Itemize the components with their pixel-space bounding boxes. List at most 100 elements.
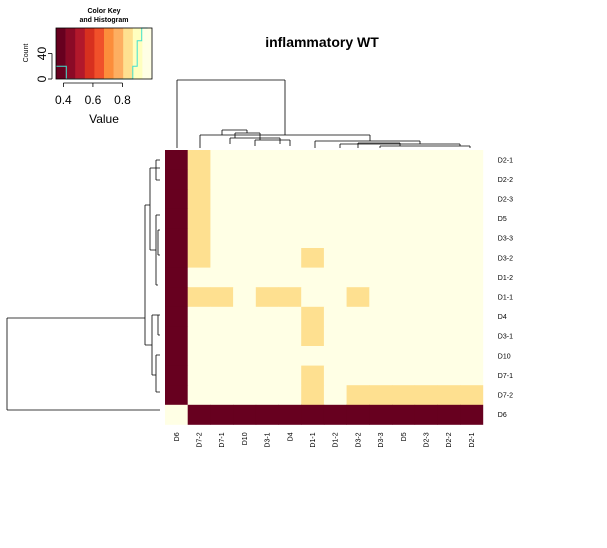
- heatmap-cell-D2-3-D2-3: [414, 189, 438, 210]
- heatmap-cell-D3-1-D1-2: [323, 326, 347, 347]
- heatmap-cell-D3-1-D2-3: [414, 326, 438, 347]
- column-label-D6: D6: [174, 432, 181, 441]
- row-dendrogram-branch: [6, 317, 160, 411]
- color-key-band: [104, 28, 114, 79]
- heatmap-cell-D10-D4: [278, 346, 302, 366]
- heatmap-cell-D7-1-D7-1: [210, 365, 234, 386]
- heatmap-cell-D6-D2-3: [414, 404, 438, 425]
- heatmap-cell-D6-D4: [278, 404, 302, 425]
- heatmap-cell-D3-1-D2-2: [437, 326, 461, 347]
- heatmap-cell-D2-3-D7-1: [210, 189, 234, 210]
- color-key-x-tick-label: 0.6: [85, 93, 102, 107]
- heatmap-cell-D4-D4: [278, 306, 302, 327]
- color-key-band: [75, 28, 86, 79]
- heatmap-cell-D7-2-D7-1: [210, 385, 234, 406]
- heatmap-cell-D1-1-D3-1: [255, 287, 279, 308]
- heatmap-cell-D2-2-D6: [165, 169, 189, 190]
- column-dendrogram-branch: [229, 137, 281, 144]
- heatmap-cell-D1-2-D2-1: [460, 267, 484, 288]
- color-key-histogram: [56, 27, 148, 80]
- row-dendrogram-branch: [149, 167, 160, 251]
- row-dendrogram-branch: [155, 159, 160, 181]
- heatmap-cell-D7-2-D7-2: [187, 385, 211, 406]
- heatmap-cell-D5-D3-2: [346, 208, 370, 229]
- heatmap-cell-D1-1-D2-3: [414, 287, 438, 308]
- column-dendrogram-branch: [254, 139, 291, 146]
- color-key-band: [123, 28, 134, 79]
- color-key-y-tick-label: 0: [35, 75, 49, 82]
- heatmap-cell-D2-3-D3-2: [346, 189, 370, 210]
- color-key-y-axis: 0 40: [35, 47, 53, 82]
- heatmap-cell-D3-1-D3-3: [369, 326, 393, 347]
- color-key-x-tick-label: 0.4: [55, 93, 72, 107]
- heatmap-cell-D10-D2-1: [460, 346, 484, 366]
- row-dendrogram-branch: [157, 229, 160, 256]
- color-key-band: [113, 28, 124, 79]
- heatmap-cell-D4-D1-2: [323, 306, 347, 327]
- heatmap-cell-D2-3-D2-2: [437, 189, 461, 210]
- color-key-xlabel: Value: [89, 112, 119, 126]
- column-label-D1-1: D1-1: [310, 432, 317, 447]
- heatmap-cell-D7-2-D6: [165, 385, 189, 406]
- heatmap-cell-D3-1-D4: [278, 326, 302, 347]
- column-label-D2-3: D2-3: [424, 432, 431, 447]
- heatmap-cell-D2-1-D2-3: [414, 150, 438, 170]
- row-label-D1-2: D1-2: [498, 275, 513, 282]
- heatmap-cell-D7-1-D5: [392, 365, 416, 386]
- heatmap-cell-D2-3-D1-2: [323, 189, 347, 210]
- heatmap-cell-D2-3-D2-1: [460, 189, 484, 210]
- heatmap-cell-D2-2-D7-1: [210, 169, 234, 190]
- heatmap-cell-D7-1-D10: [233, 365, 257, 386]
- color-key-x-tick-label: 0.8: [114, 93, 131, 107]
- row-dendrogram-branch: [155, 354, 160, 393]
- heatmap-cell-D10-D3-1: [255, 346, 279, 366]
- heatmap-cell-D1-2-D10: [233, 267, 257, 288]
- heatmap-cell-D2-3-D6: [165, 189, 189, 210]
- heatmap-cell-D7-2-D3-1: [255, 385, 279, 406]
- row-dendrogram-branch: [144, 204, 152, 346]
- column-label-D4: D4: [287, 432, 294, 441]
- row-label-D3-1: D3-1: [498, 334, 513, 341]
- heatmap-cell-D3-3-D5: [392, 228, 416, 249]
- color-key-x-axis: 0.4 0.6 0.8: [55, 82, 131, 107]
- heatmap-cell-D10-D7-2: [187, 346, 211, 366]
- heatmap-cell-D4-D5: [392, 306, 416, 327]
- heatmap-cell-D6-D6: [165, 404, 189, 425]
- column-dendrogram-branch: [314, 140, 421, 148]
- heatmap-cell-D2-2-D3-2: [346, 169, 370, 190]
- heatmap-cell-D3-3-D4: [278, 228, 302, 249]
- color-key-band: [132, 28, 143, 79]
- heatmap-cell-D3-3-D6: [165, 228, 189, 249]
- heatmap-cell-D7-2-D2-3: [414, 385, 438, 406]
- heatmap-cell-D2-2-D2-3: [414, 169, 438, 190]
- color-key-title-line2: and Histogram: [79, 17, 128, 24]
- heatmap-cell-D4-D3-3: [369, 306, 393, 327]
- heatmap-cell-D4-D7-2: [187, 306, 211, 327]
- heatmap-cell-D1-2-D4: [278, 267, 302, 288]
- color-key-band: [56, 28, 66, 79]
- heatmap-cell-D3-2-D1-2: [323, 248, 347, 268]
- heatmap-cell-D7-1-D7-2: [187, 365, 211, 386]
- heatmap-cell-D2-1-D2-1: [460, 150, 484, 170]
- heatmap-cell-D10-D10: [233, 346, 257, 366]
- heatmap-cell-D5-D3-3: [369, 208, 393, 229]
- heatmap-cell-D7-2-D1-1: [301, 385, 325, 406]
- heatmap-cell-D2-3-D10: [233, 189, 257, 210]
- heatmap-cell-D3-1-D1-1: [301, 326, 325, 347]
- row-dendrogram-branch: [155, 214, 160, 286]
- heatmap-cell-D7-2-D2-2: [437, 385, 461, 406]
- heatmap-cell-D3-3-D1-1: [301, 228, 325, 249]
- heatmap-cell-D7-1-D6: [165, 365, 189, 386]
- heatmap-cell-D1-2-D7-1: [210, 267, 234, 288]
- heatmap-cell-D5-D3-1: [255, 208, 279, 229]
- heatmap-cell-D1-2-D3-2: [346, 267, 370, 288]
- heatmap-cell-D7-1-D3-1: [255, 365, 279, 386]
- heatmap-cell-D4-D3-2: [346, 306, 370, 327]
- row-label-D2-3: D2-3: [498, 197, 513, 204]
- color-key-title-line1: Color Key: [87, 8, 120, 15]
- color-key-band: [65, 28, 76, 79]
- heatmap-cell-D7-2-D4: [278, 385, 302, 406]
- heatmap-cell-D3-2-D2-3: [414, 248, 438, 268]
- heatmap-cell-D1-1-D4: [278, 287, 302, 308]
- heatmap-cell-D2-3-D7-2: [187, 189, 211, 210]
